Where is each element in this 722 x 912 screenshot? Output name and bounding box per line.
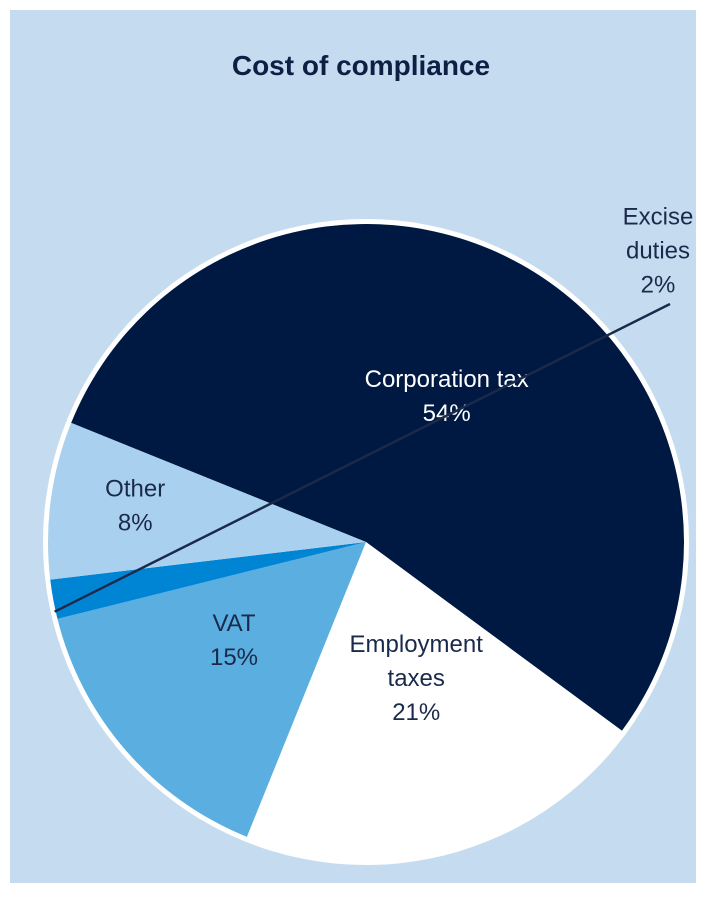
slice-name-label-3: Excise	[623, 203, 694, 230]
slice-value-label-3: 2%	[641, 271, 676, 298]
slice-value-label-2: 15%	[210, 644, 258, 671]
pie-slice-corporation-tax	[71, 223, 685, 731]
slice-value-label-4: 8%	[118, 509, 153, 536]
pie-slice-other	[48, 422, 366, 580]
pie-slice-vat	[57, 542, 367, 837]
slice-name-label-3: duties	[626, 237, 690, 264]
slice-name-label-0: Corporation tax	[365, 366, 529, 393]
slice-value-label-1: 21%	[392, 699, 440, 726]
pie-labels: Corporation tax54%Employmenttaxes21%VAT1…	[54, 203, 694, 726]
pie-slices	[48, 223, 685, 860]
excise-leader-line	[54, 302, 671, 613]
pie-slice-employment-taxes	[246, 542, 622, 860]
slice-name-label-1: Employment	[350, 631, 484, 658]
slice-name-label-2: VAT	[212, 610, 255, 637]
pie-slice-excise-duties	[50, 542, 366, 619]
slice-name-label-4: Other	[105, 475, 165, 502]
slice-name-label-1: taxes	[388, 665, 445, 692]
chart-title: Cost of compliance	[231, 50, 491, 81]
